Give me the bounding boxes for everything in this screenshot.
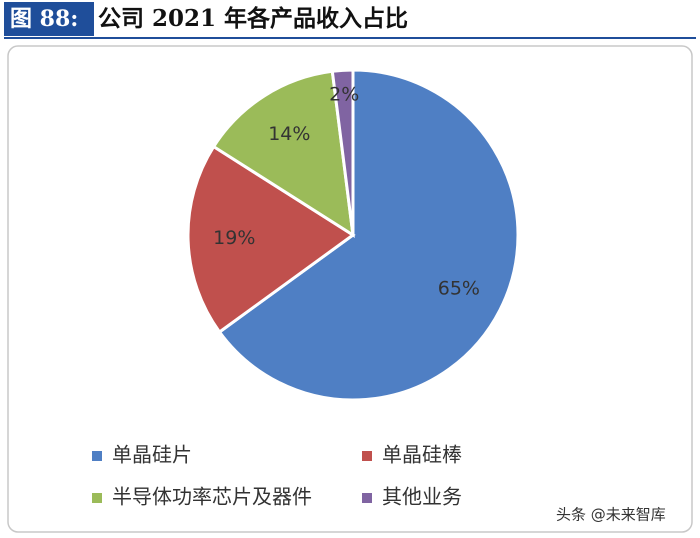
pie-slice: [211, 69, 355, 238]
legend-swatch: [362, 451, 372, 461]
data-label: 65%: [438, 277, 480, 299]
legend-swatch: [92, 451, 102, 461]
figure-label-box: [4, 2, 94, 36]
legend-label: 单晶硅棒: [382, 443, 462, 467]
pie: 65% 19% 14% 2%: [186, 68, 520, 402]
data-label: 14%: [268, 123, 310, 145]
watermark: 头条 @未来智库: [556, 506, 666, 524]
figure-label: 图 88:: [10, 6, 78, 32]
legend-label: 单晶硅片: [112, 443, 192, 467]
pie-slice: [330, 68, 355, 236]
pie-slice: [217, 68, 520, 402]
legend-swatch: [362, 493, 372, 503]
chart-title: 公司 2021 年各产品收入占比: [98, 5, 408, 32]
data-label: 2%: [329, 84, 359, 106]
legend-label: 其他业务: [382, 485, 462, 509]
legend-swatch: [92, 493, 102, 503]
pie-slice: [186, 144, 356, 335]
data-label: 19%: [213, 227, 255, 249]
legend-label: 半导体功率芯片及器件: [112, 485, 312, 509]
chart-frame: [7, 45, 693, 533]
